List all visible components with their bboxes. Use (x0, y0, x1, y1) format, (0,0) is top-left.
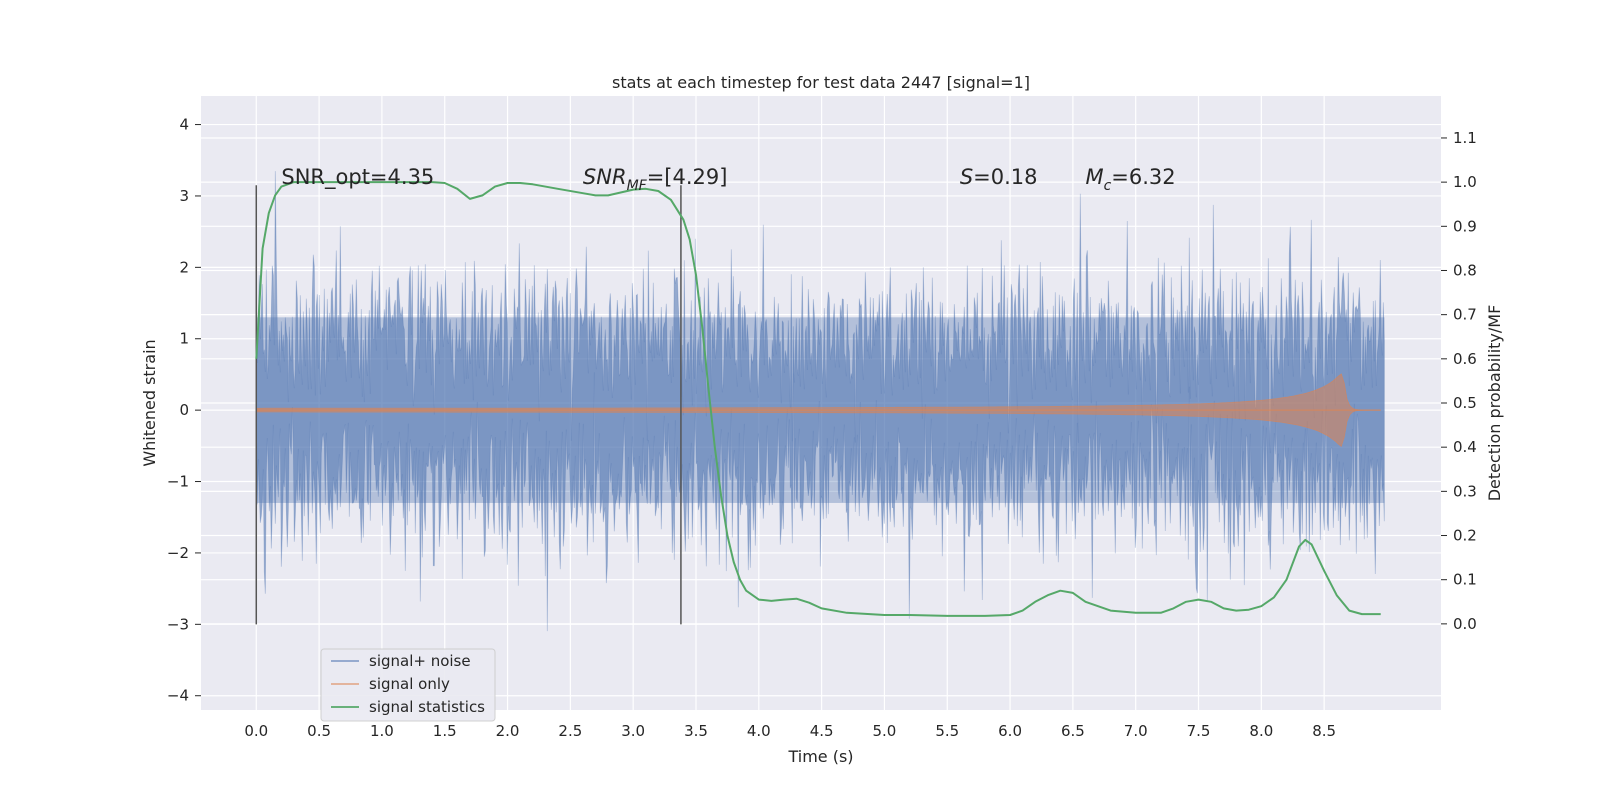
y-right-tick-label: 0.1 (1453, 571, 1477, 589)
y-right-tick-label: 0.9 (1453, 217, 1477, 235)
y-left-tick-label: 1 (179, 330, 189, 348)
x-tick-label: 8.5 (1312, 722, 1336, 740)
x-tick-label: 4.0 (747, 722, 771, 740)
x-axis-label: Time (s) (787, 747, 853, 766)
x-tick-label: 1.0 (370, 722, 394, 740)
y-left-tick-label: −2 (167, 544, 189, 562)
x-tick-label: 2.5 (558, 722, 582, 740)
x-tick-label: 1.5 (433, 722, 457, 740)
x-tick-label: 3.5 (684, 722, 708, 740)
legend: signal+ noise signal only signal statist… (320, 648, 496, 722)
y-left-tick-label: 4 (179, 116, 189, 134)
y-left-tick-label: −4 (167, 687, 189, 705)
statistics-line (255, 181, 1381, 617)
legend-label-noise: signal+ noise (369, 652, 471, 670)
signal-only-series (255, 373, 1381, 448)
annotation-text: SNRMF=[4.29] (583, 165, 728, 194)
y-left-tick-label: −3 (167, 615, 189, 633)
y-right-tick-label: 0.7 (1453, 306, 1477, 324)
signal-statistics-series (255, 181, 1381, 617)
y-left-tick-labels: −4 −3 −2 −1 0 1 2 3 4 (167, 116, 201, 705)
x-tick-label: 6.5 (1061, 722, 1085, 740)
annotations: SNR_opt=4.35 SNRMF=[4.29] S=0.18 Mc=6.32 (281, 165, 1175, 194)
x-tick-labels: 0.0 0.5 1.0 1.5 2.0 2.5 3.0 3.5 4.0 4.5 5.0 5.5 6.0 6… (244, 722, 1336, 740)
x-tick-label: 0.5 (307, 722, 331, 740)
x-tick-label: 2.0 (496, 722, 520, 740)
y-right-tick-label: 0.3 (1453, 482, 1477, 500)
legend-label-signal: signal only (369, 675, 450, 693)
y-right-tick-label: 0.0 (1453, 615, 1477, 633)
noise-envelope (255, 171, 1385, 632)
y-right-axis-label: Detection probability/MF (1485, 305, 1504, 502)
x-tick-label: 7.0 (1124, 722, 1148, 740)
x-tick-label: 5.5 (935, 722, 959, 740)
y-right-tick-label: 0.2 (1453, 527, 1477, 545)
legend-label-stats: signal statistics (369, 698, 485, 716)
y-left-axis-label: Whitened strain (140, 339, 159, 466)
y-left-tick-label: 2 (179, 258, 189, 276)
y-right-tick-label: 1.1 (1453, 129, 1477, 147)
y-right-tick-label: 1.0 (1453, 173, 1477, 191)
y-right-tick-label: 0.8 (1453, 261, 1477, 279)
legend-box (320, 648, 496, 722)
vertical-lines (255, 185, 682, 625)
y-right-tick-label: 0.6 (1453, 350, 1477, 368)
y-left-tick-label: −1 (167, 473, 189, 491)
y-left-tick-label: 0 (179, 401, 189, 419)
annotation-text: S=0.18 (960, 165, 1038, 189)
x-tick-label: 3.0 (621, 722, 645, 740)
x-tick-label: 6.0 (998, 722, 1022, 740)
chart-title: stats at each timestep for test data 244… (612, 73, 1030, 92)
y-right-tick-label: 0.5 (1453, 394, 1477, 412)
annotation-text: Mc=6.32 (1085, 165, 1175, 194)
x-tick-label: 7.5 (1187, 722, 1211, 740)
y-right-tick-labels: 0.0 0.1 0.2 0.3 0.4 0.5 0.6 0.7 0.8 0.9 1.0 1.1 (1441, 129, 1477, 633)
x-tick-label: 8.0 (1249, 722, 1273, 740)
x-tick-label: 5.0 (873, 722, 897, 740)
annotation-text: SNR_opt=4.35 (281, 165, 434, 190)
x-tick-label: 0.0 (244, 722, 268, 740)
y-right-tick-label: 0.4 (1453, 438, 1477, 456)
y-left-tick-label: 3 (179, 187, 189, 205)
x-tick-label: 4.5 (810, 722, 834, 740)
